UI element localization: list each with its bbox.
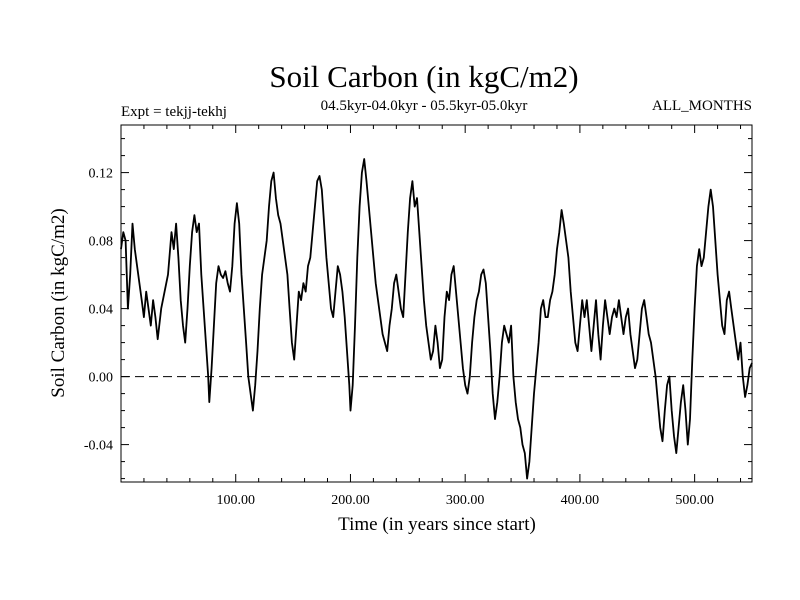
soil-carbon-series-line bbox=[120, 158, 753, 480]
y-tick-label: 0.04 bbox=[89, 303, 114, 318]
y-tick-label: 0.08 bbox=[89, 235, 114, 250]
y-tick-label: -0.04 bbox=[84, 439, 113, 454]
y-tick-label: 0.12 bbox=[89, 167, 114, 182]
y-axis-ticks: -0.04 0.00 0.04 0.08 0.12 bbox=[84, 167, 752, 454]
chart-title: Soil Carbon (in kgC/m2) bbox=[269, 59, 578, 94]
x-tick-label: 400.00 bbox=[561, 493, 600, 508]
subtitle-experiment: Expt = tekjj-tekhj bbox=[121, 104, 227, 120]
subtitle-months: ALL_MONTHS bbox=[652, 98, 752, 114]
x-axis-ticks: 100.00 200.00 300.00 400.00 500.00 bbox=[216, 125, 714, 508]
y-tick-label: 0.00 bbox=[89, 371, 114, 386]
y-axis-label: Soil Carbon (in kgC/m2) bbox=[48, 208, 69, 397]
x-tick-label: 200.00 bbox=[331, 493, 370, 508]
x-tick-label: 100.00 bbox=[216, 493, 255, 508]
minor-ticks bbox=[121, 125, 752, 482]
x-axis-label: Time (in years since start) bbox=[338, 514, 536, 535]
plot-frame bbox=[120, 124, 753, 483]
subtitle-period: 04.5kyr-04.0kyr - 05.5kyr-05.0kyr bbox=[321, 98, 528, 114]
x-tick-label: 500.00 bbox=[675, 493, 714, 508]
x-tick-label: 300.00 bbox=[446, 493, 485, 508]
